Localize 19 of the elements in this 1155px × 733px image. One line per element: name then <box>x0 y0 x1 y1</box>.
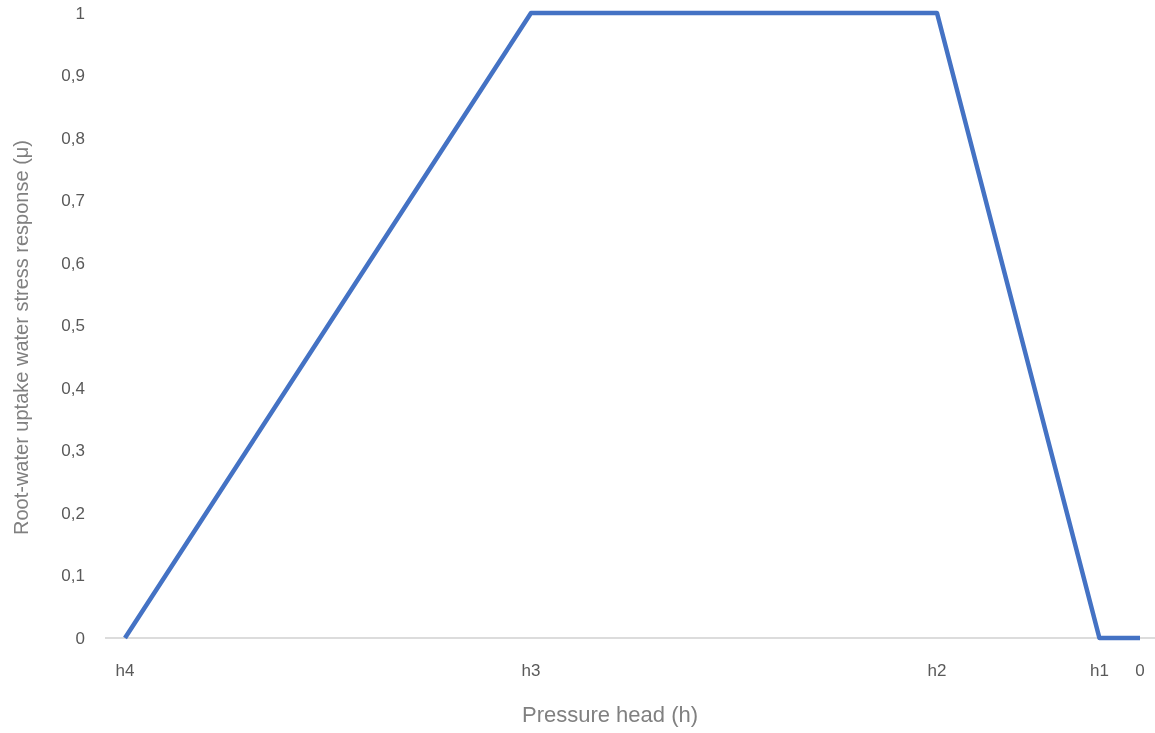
y-tick-label: 0,5 <box>61 316 85 336</box>
x-tick-label: h3 <box>521 661 541 680</box>
y-tick-label: 0,3 <box>61 441 85 461</box>
x-tick-label: h4 <box>115 661 135 680</box>
y-tick-label: 0 <box>75 628 85 648</box>
x-tick-label: h1 <box>1089 661 1109 680</box>
x-tick-label: 0 <box>1135 661 1145 680</box>
line-series <box>122 10 1143 641</box>
y-tick-label: 0,6 <box>61 253 85 273</box>
y-tick-label: 0,2 <box>61 503 85 523</box>
y-tick-label: 0,4 <box>61 378 85 398</box>
y-axis-title: Root-water uptake water stress response (μ) <box>10 139 32 536</box>
y-tick-label: 0,9 <box>61 66 85 86</box>
x-tick-label: h2 <box>927 661 947 680</box>
x-axis-title: Pressure head (h) <box>521 702 699 727</box>
y-tick-label: 0,1 <box>61 566 85 586</box>
y-tick-label: 0,8 <box>61 128 85 148</box>
y-tick-label: 1 <box>75 3 85 23</box>
y-tick-label: 0,7 <box>61 191 85 211</box>
